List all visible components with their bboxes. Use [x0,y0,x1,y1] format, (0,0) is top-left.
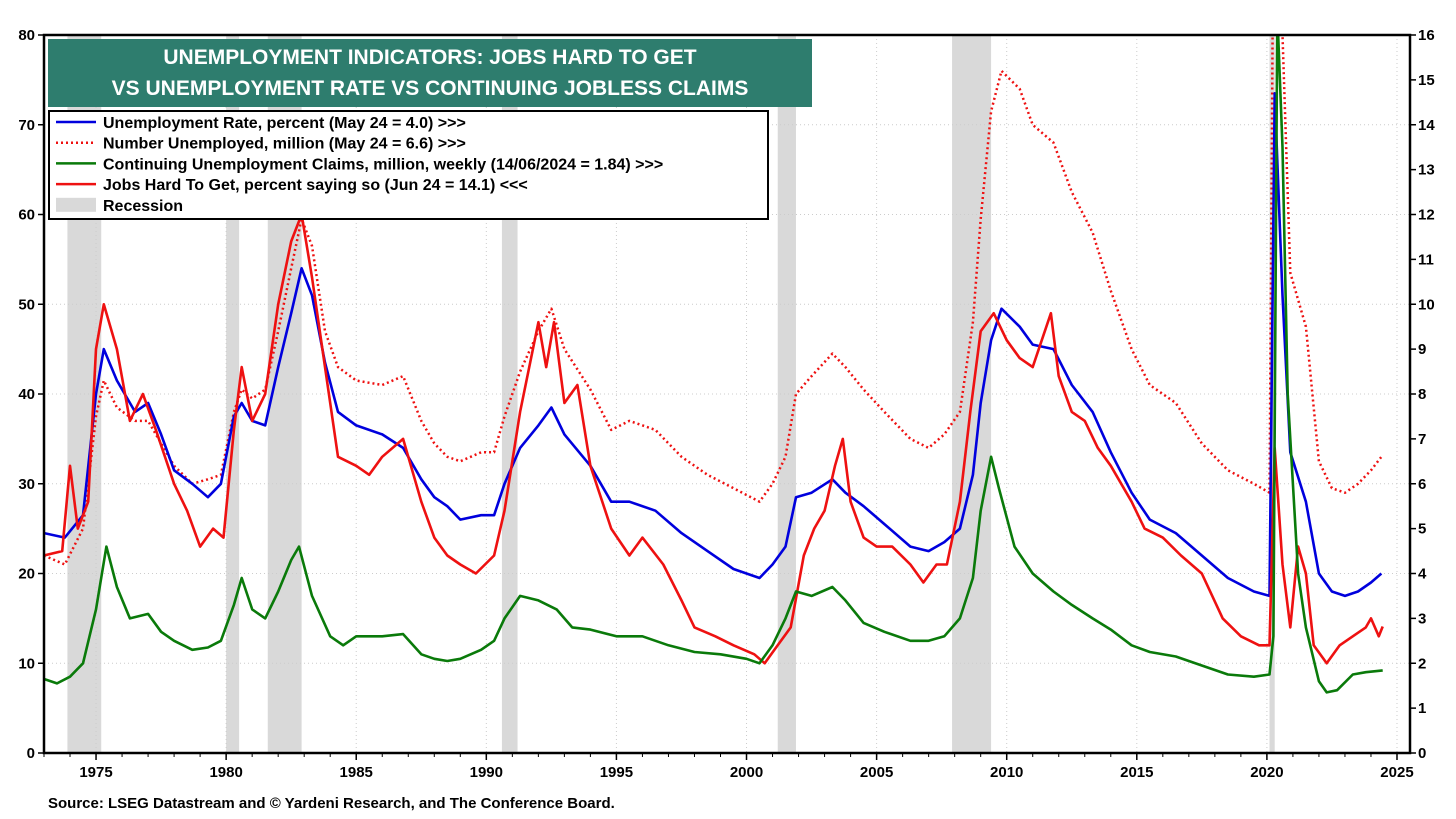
y-right-tick-label: 2 [1418,655,1426,672]
series-line-3 [44,213,1384,665]
y-left-tick-label: 60 [18,207,35,224]
x-tick-label: 2005 [860,764,893,781]
legend-label-2: Continuing Unemployment Claims, million,… [103,156,663,173]
y-right-tick-label: 11 [1418,251,1434,268]
y-left-tick-label: 20 [18,566,35,583]
y-right-tick-label: 13 [1418,162,1435,179]
y-right-tick-label: 0 [1418,745,1426,762]
y-left-tick-label: 10 [18,655,35,672]
series-line-0 [44,92,1383,598]
x-tick-label: 2015 [1120,764,1153,781]
recession-band-4 [777,35,796,753]
y-right-tick-label: 1 [1418,700,1426,717]
legend-label-4: Recession [103,198,183,215]
chart-title-line-1: UNEMPLOYMENT INDICATORS: JOBS HARD TO GE… [163,46,696,69]
y-right-tick-label: 4 [1418,566,1427,583]
x-tick-label: 2020 [1250,764,1283,781]
x-tick-label: 1985 [340,764,373,781]
legend: Unemployment Rate, percent (May 24 = 4.0… [48,110,769,220]
y-right-tick-label: 9 [1418,341,1426,358]
y-right-tick-label: 6 [1418,476,1426,493]
y-left-tick-label: 30 [18,476,35,493]
x-tick-label: 2000 [730,764,763,781]
source-note: Source: LSEG Datastream and © Yardeni Re… [48,795,615,812]
legend-swatch-recession [56,197,96,212]
y-right-tick-label: 10 [1418,296,1435,313]
chart-title-box: UNEMPLOYMENT INDICATORS: JOBS HARD TO GE… [48,39,812,107]
y-left-tick-label: 40 [18,386,35,403]
x-tick-label: 1995 [600,764,633,781]
y-left-tick-label: 50 [18,296,35,313]
legend-label-1: Number Unemployed, million (May 24 = 6.6… [103,136,466,153]
y-right-tick-label: 12 [1418,207,1435,224]
x-tick-label: 1980 [209,764,242,781]
legend-label-3: Jobs Hard To Get, percent saying so (Jun… [103,177,528,194]
y-right-tick-label: 5 [1418,521,1426,538]
y-left-tick-label: 70 [18,117,35,134]
axes: 0102030405060708001234567891011121314151… [18,27,1435,781]
x-tick-label: 2010 [990,764,1023,781]
x-tick-label: 2025 [1380,764,1413,781]
x-tick-label: 1990 [470,764,503,781]
x-tick-label: 1975 [79,764,112,781]
series-line-2 [44,35,1383,694]
y-right-tick-label: 8 [1418,386,1426,403]
y-right-tick-label: 7 [1418,431,1426,448]
y-right-tick-label: 3 [1418,610,1426,627]
y-left-tick-label: 80 [18,27,35,44]
chart-title-line-2: VS UNEMPLOYMENT RATE VS CONTINUING JOBLE… [112,77,749,100]
y-right-tick-label: 15 [1418,72,1435,89]
y-right-tick-label: 14 [1418,117,1435,134]
y-left-tick-label: 0 [27,745,35,762]
legend-label-0: Unemployment Rate, percent (May 24 = 4.0… [103,115,466,132]
series-lines [44,35,1384,694]
y-right-tick-label: 16 [1418,27,1435,44]
